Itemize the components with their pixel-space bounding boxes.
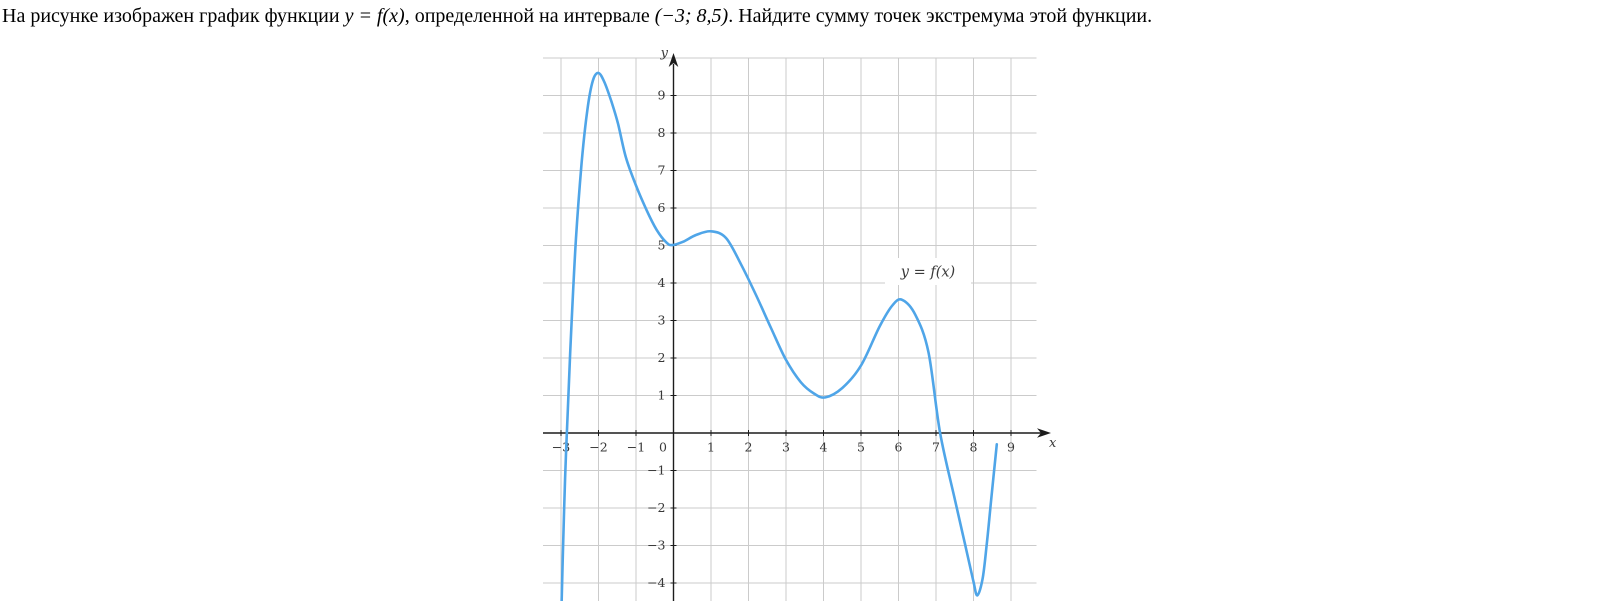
y-tick-label: 2 bbox=[658, 350, 666, 365]
x-axis-letter: x bbox=[1049, 436, 1057, 451]
curve-label-background bbox=[885, 258, 971, 285]
y-tick-label: 9 bbox=[658, 88, 666, 103]
x-tick-label: 6 bbox=[895, 440, 903, 455]
x-tick-label: 9 bbox=[1007, 440, 1015, 455]
y-axis-letter: y bbox=[660, 46, 669, 61]
x-tick-label: 2 bbox=[745, 440, 753, 455]
x-tick-label: 1 bbox=[707, 440, 715, 455]
y-tick-label: −2 bbox=[647, 500, 665, 515]
y-axis-arrow bbox=[668, 53, 679, 67]
x-tick-label: −1 bbox=[627, 440, 645, 455]
problem-math-interval: (−3; 8,5) bbox=[654, 5, 729, 27]
problem-text-3: . Найдите сумму точек экстремума этой фу… bbox=[728, 5, 1153, 27]
x-tick-label: 5 bbox=[857, 440, 865, 455]
function-curve bbox=[560, 71, 999, 601]
x-axis-arrow bbox=[1037, 428, 1051, 438]
y-tick-label: −3 bbox=[647, 538, 665, 553]
problem-math-function: y = f(x) bbox=[344, 5, 405, 27]
problem-text-1: На рисунке изображен график функции bbox=[2, 5, 345, 27]
y-tick-label: 4 bbox=[658, 275, 666, 290]
problem-statement: На рисунке изображен график функции y = … bbox=[2, 3, 1152, 30]
x-tick-label: 0 bbox=[659, 440, 667, 455]
x-tick-label: −2 bbox=[589, 440, 607, 455]
y-tick-label: 7 bbox=[658, 163, 666, 178]
problem-text-2: , определенной на интервале bbox=[404, 5, 655, 27]
y-tick-label: 3 bbox=[658, 313, 666, 328]
y-tick-label: 1 bbox=[658, 388, 666, 403]
x-tick-label: 4 bbox=[820, 440, 828, 455]
y-tick-label: −1 bbox=[647, 463, 665, 478]
y-tick-label: −4 bbox=[647, 575, 665, 590]
y-tick-label: 5 bbox=[658, 238, 666, 253]
x-tick-label: 8 bbox=[970, 440, 978, 455]
y-tick-label: 6 bbox=[658, 200, 666, 215]
x-tick-label: 3 bbox=[782, 440, 790, 455]
curve-label: y = f(x) bbox=[900, 265, 955, 281]
x-tick-label: 7 bbox=[932, 440, 940, 455]
y-tick-label: 8 bbox=[658, 125, 666, 140]
